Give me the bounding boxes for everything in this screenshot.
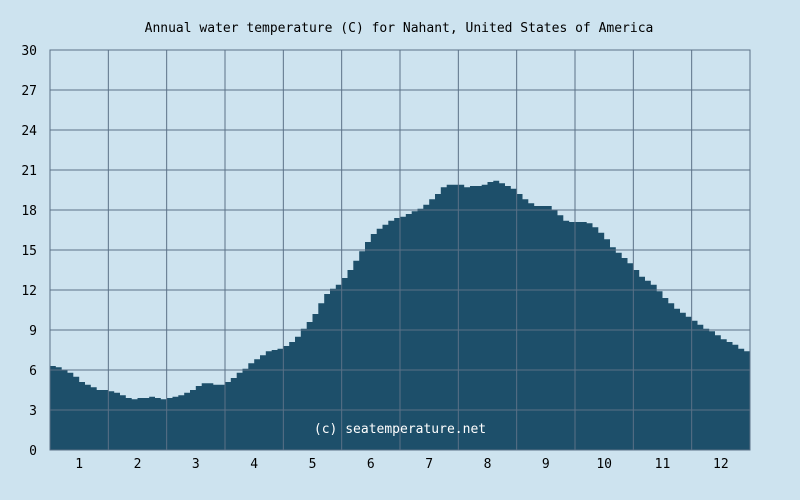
y-tick-label: 21 [21, 164, 37, 179]
x-tick-label: 2 [134, 457, 142, 472]
x-tick-label: 5 [309, 457, 317, 472]
x-tick-label: 6 [367, 457, 375, 472]
x-tick-label: 10 [596, 457, 612, 472]
y-tick-label: 18 [21, 204, 37, 219]
y-tick-label: 3 [29, 404, 37, 419]
y-tick-label: 12 [21, 284, 37, 299]
y-tick-label: 9 [29, 324, 37, 339]
y-tick-label: 24 [21, 124, 37, 139]
x-tick-label: 11 [655, 457, 671, 472]
x-tick-label: 1 [75, 457, 83, 472]
chart-title: Annual water temperature (C) for Nahant,… [145, 21, 654, 36]
x-tick-label: 9 [542, 457, 550, 472]
x-tick-label: 3 [192, 457, 200, 472]
y-tick-label: 6 [29, 364, 37, 379]
y-tick-label: 30 [21, 44, 37, 59]
x-tick-label: 7 [425, 457, 433, 472]
x-tick-label: 12 [713, 457, 729, 472]
plot-frame [49, 49, 751, 451]
y-tick-label: 15 [21, 244, 37, 259]
x-tick-label: 8 [484, 457, 492, 472]
y-tick-label: 27 [21, 84, 37, 99]
y-tick-label: 0 [29, 444, 37, 459]
watermark-text: (c) seatemperature.net [314, 422, 486, 437]
x-tick-label: 4 [250, 457, 258, 472]
